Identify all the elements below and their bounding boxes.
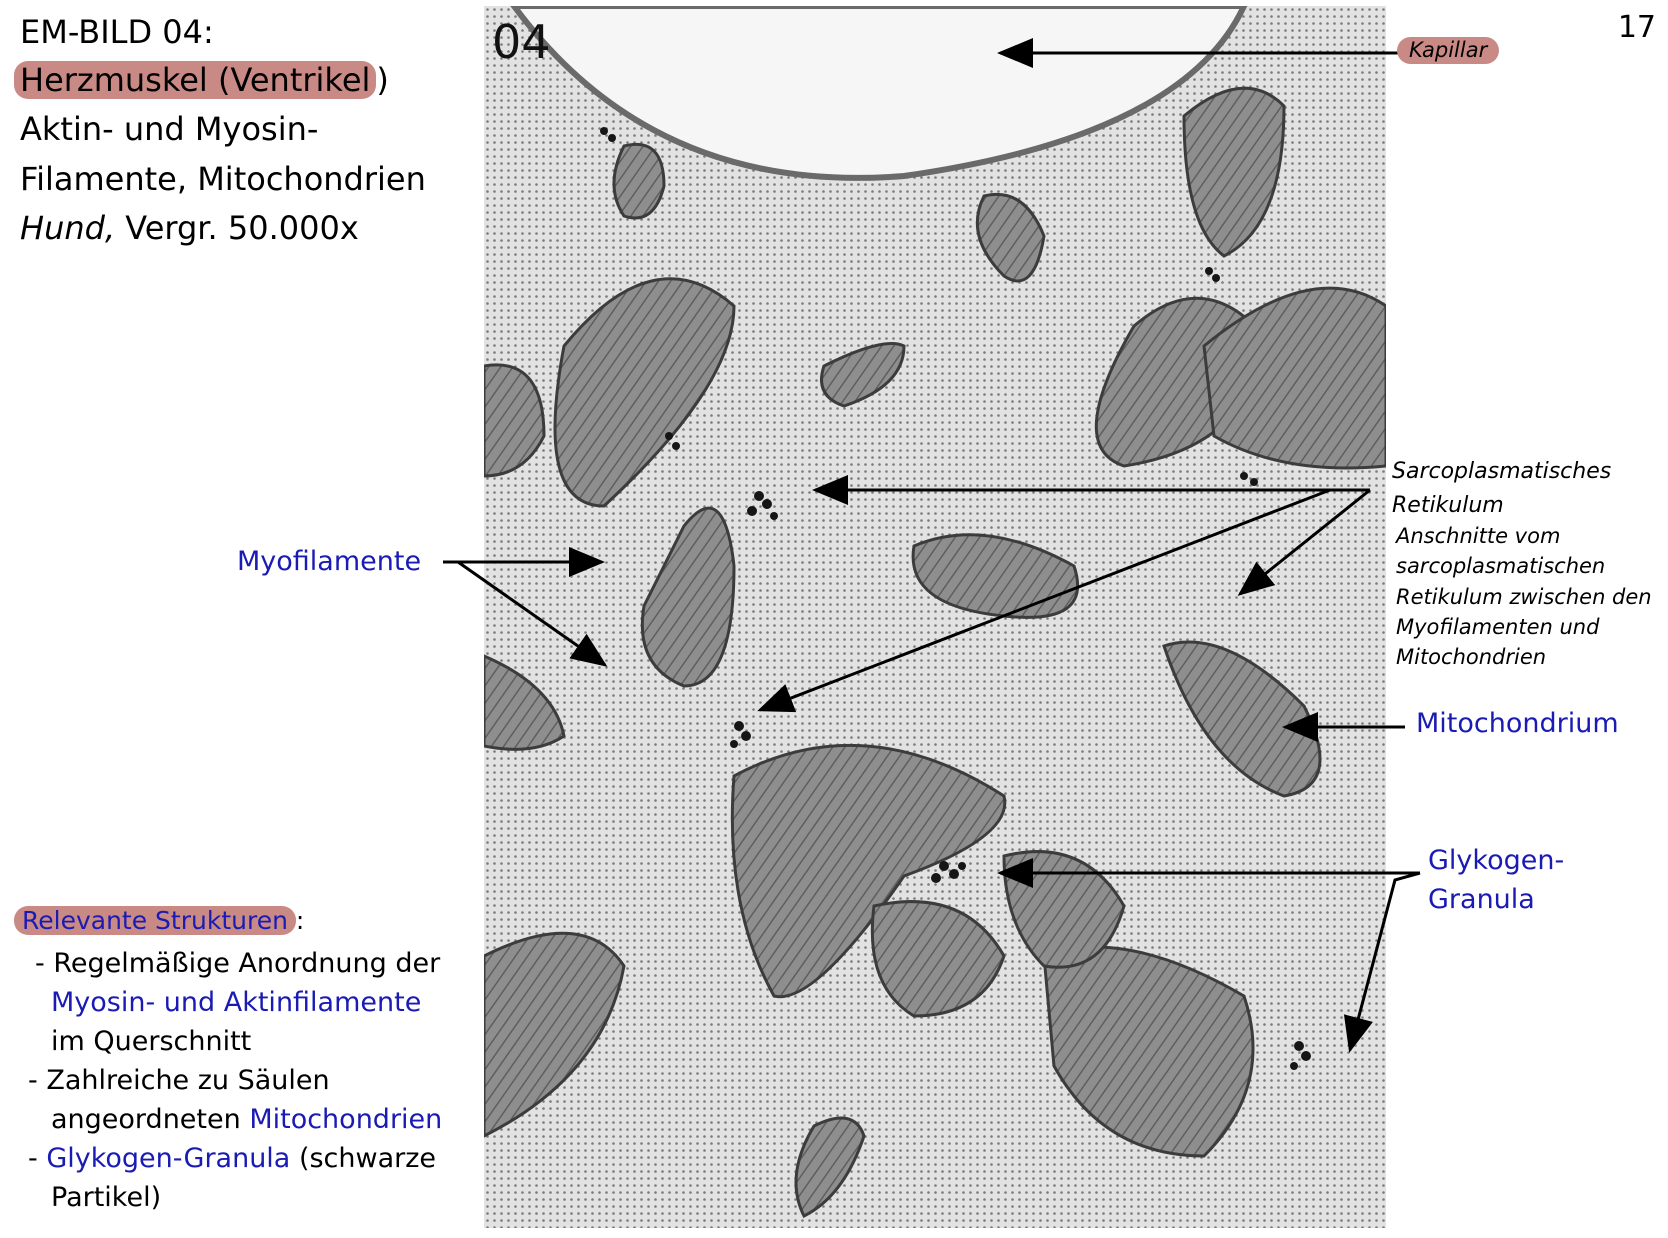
- relevant-item2-plain: angeordneten: [51, 1104, 250, 1135]
- mitochondrion-shape: [1182, 86, 1286, 258]
- sr-description-line: Anschnitte vom: [1396, 524, 1561, 548]
- mitochondrion-shape: [730, 743, 1007, 999]
- label-sr-line2: Retikulum: [1392, 493, 1504, 518]
- slide-title-line4: Filamente, Mitochondrien: [20, 160, 426, 198]
- mitochondrion-shape: [484, 654, 566, 751]
- capillary-lumen: [510, 6, 1248, 181]
- mitochondrion-shape: [794, 1116, 866, 1219]
- mitochondrion-shape: [870, 900, 1006, 1018]
- mitochondrion-shape: [612, 143, 666, 220]
- label-sr-line1: Sarcoplasmatisches: [1392, 459, 1612, 484]
- slide-title-line3: Aktin- und Myosin-: [20, 110, 319, 148]
- slide-title-line2: Herzmuskel (Ventrikel): [14, 56, 389, 105]
- relevant-item3-dash: -: [28, 1143, 47, 1174]
- species-text: Hund,: [20, 209, 116, 247]
- mitochondrion-shape: [553, 277, 736, 508]
- label-mitochondrium: Mitochondrium: [1416, 708, 1619, 739]
- relevant-heading-colon: :: [295, 906, 305, 935]
- mitochondrion-shape: [1002, 850, 1126, 969]
- page-number: 17: [1617, 10, 1656, 45]
- relevant-item1-line1: - Regelmäßige Anordnung der: [35, 948, 441, 979]
- sr-description-line: Myofilamenten und: [1396, 615, 1600, 639]
- title-highlight: Herzmuskel (Ventrikel: [14, 61, 377, 99]
- relevant-item3-blue: Glykogen-Granula: [46, 1143, 291, 1174]
- relevant-item1-line2: Myosin- und Aktinfilamente: [51, 987, 422, 1018]
- mitochondrion-shape: [640, 506, 736, 688]
- mitochondrion-shape: [975, 192, 1046, 283]
- magnification-text: Vergr. 50.000x: [115, 209, 359, 247]
- label-kapillar: Kapillar: [1397, 37, 1500, 64]
- sr-description-line: Mitochondrien: [1396, 645, 1547, 669]
- label-glykogen-line1: Glykogen-: [1428, 845, 1565, 876]
- slide-title-line1: EM-BILD 04:: [20, 13, 214, 51]
- mitochondrion-shape: [1042, 945, 1255, 1158]
- relevant-item3-line2: Partikel): [51, 1182, 162, 1213]
- label-myofilamente: Myofilamente: [237, 546, 422, 577]
- sr-description-line: Retikulum zwischen den: [1396, 585, 1652, 609]
- sr-description-line: sarcoplasmatischen: [1396, 554, 1606, 578]
- mitochondrion-shape: [820, 342, 906, 408]
- relevant-item3-line1: - Glykogen-Granula (schwarze: [28, 1139, 436, 1178]
- relevant-heading-text: Relevante Strukturen: [14, 906, 296, 935]
- mitochondrion-shape: [484, 363, 546, 478]
- slide-title-line5: Hund, Vergr. 50.000x: [20, 204, 359, 253]
- mitochondrion-shape: [484, 931, 626, 1138]
- label-glykogen-line2: Granula: [1428, 884, 1535, 915]
- relevant-heading: Relevante Strukturen:: [14, 906, 304, 935]
- relevant-item1-line3: im Querschnitt: [51, 1026, 252, 1057]
- relevant-item2-line2: angeordneten Mitochondrien: [51, 1100, 442, 1139]
- title-paren: ): [376, 61, 389, 99]
- relevant-item2-blue: Mitochondrien: [249, 1104, 443, 1135]
- mitochondrion-shape: [1202, 286, 1386, 470]
- relevant-item2-line1: - Zahlreiche zu Säulen: [28, 1065, 330, 1096]
- relevant-item3-plain: (schwarze: [290, 1143, 437, 1174]
- electron-micrograph: 04: [484, 6, 1386, 1228]
- image-number: 04: [492, 15, 551, 69]
